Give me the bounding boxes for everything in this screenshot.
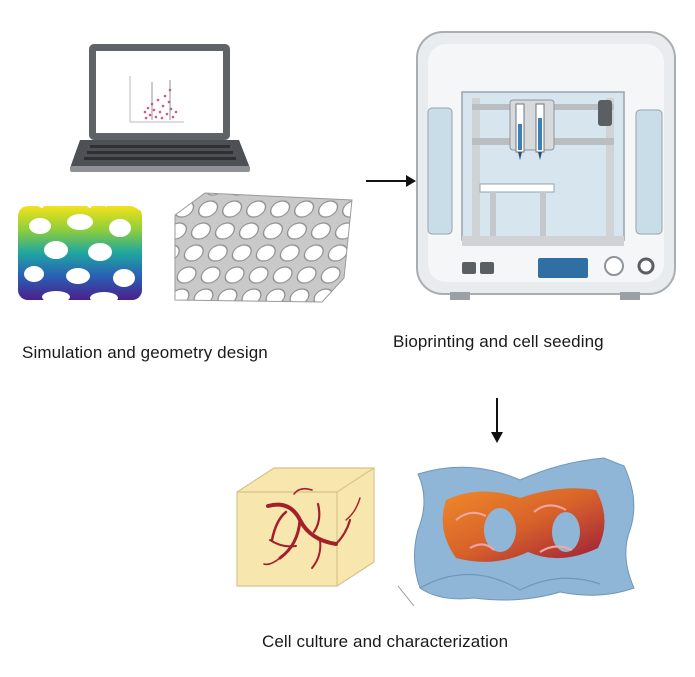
stage-label-simulation: Simulation and geometry design: [22, 343, 268, 362]
arrow-down-icon: [491, 398, 503, 443]
stage-label-bioprinting: Bioprinting and cell seeding: [393, 332, 604, 351]
bioprinter-icon: [416, 31, 676, 300]
axis-stub: [397, 585, 415, 607]
laptop-icon: [70, 44, 250, 172]
vascular-cube-icon: [236, 467, 375, 587]
seeded-gyroid-icon: [414, 457, 635, 601]
arrow-right-icon: [366, 175, 416, 187]
gyroid-scaffold-icon: [16, 196, 144, 304]
stage-label-culture: Cell culture and characterization: [262, 632, 509, 651]
porous-lattice-icon: [174, 192, 353, 303]
